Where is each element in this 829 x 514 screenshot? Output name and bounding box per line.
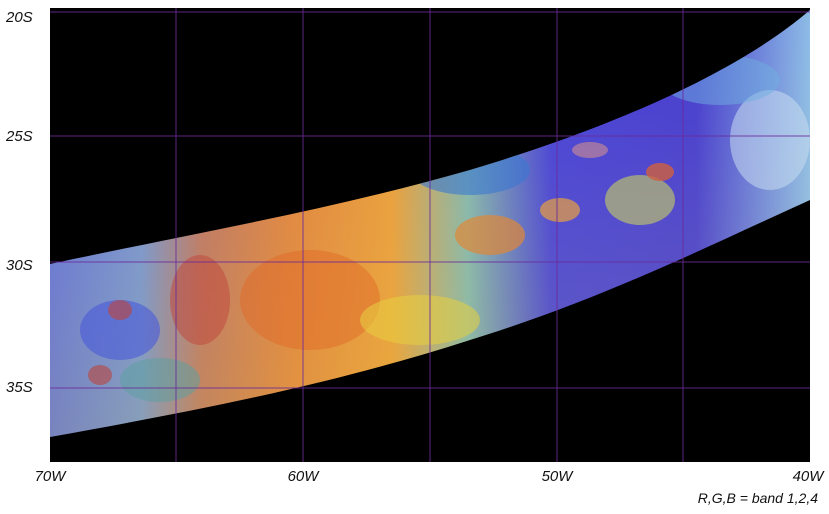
lon-label: 40W <box>793 468 826 485</box>
lon-label: 70W <box>35 468 68 485</box>
lon-label: 50W <box>542 468 575 485</box>
lat-label: 25S <box>5 128 33 145</box>
lon-label: 60W <box>288 468 321 485</box>
caption: R,G,B = band 1,2,4 <box>698 490 818 506</box>
lat-label: 35S <box>6 379 33 396</box>
lat-label: 20S <box>5 9 33 26</box>
graticule <box>50 8 810 462</box>
lat-label: 30S <box>6 257 33 274</box>
